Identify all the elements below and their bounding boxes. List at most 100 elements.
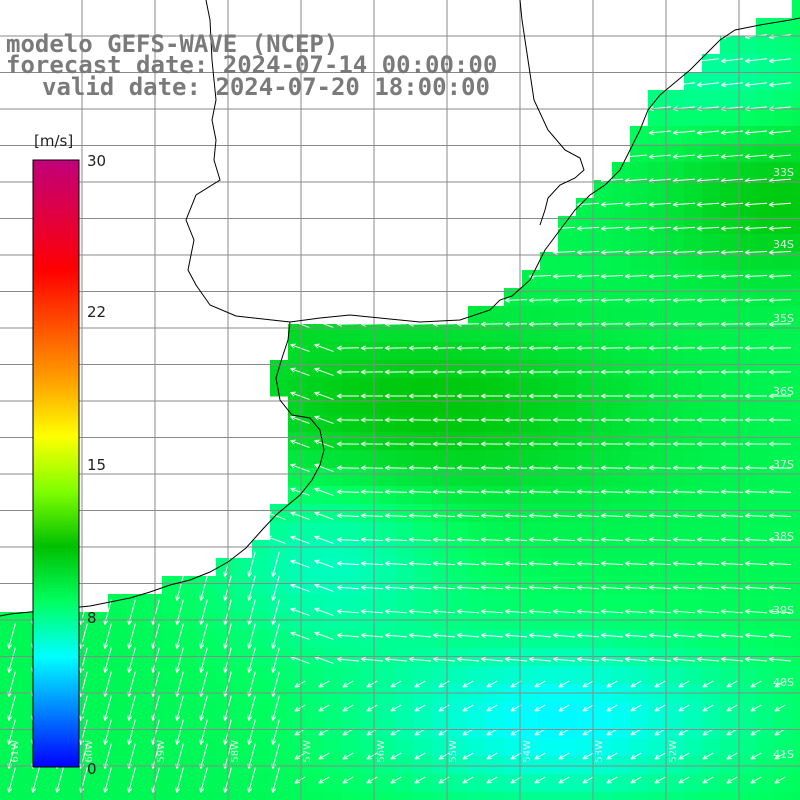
wind-speed-cell: [684, 450, 703, 469]
wind-speed-cell: [180, 702, 199, 721]
wind-speed-cell: [198, 594, 217, 613]
wind-arrow: [552, 321, 576, 327]
wind-speed-cell: [720, 504, 739, 523]
wind-speed-cell: [576, 756, 595, 775]
wind-speed-cell: [486, 540, 505, 559]
wind-arrow: [486, 704, 498, 712]
wind-arrow: [696, 632, 720, 639]
wind-arrow: [384, 417, 408, 423]
wind-speed-cell: [792, 648, 800, 667]
wind-arrow: [768, 82, 791, 88]
wind-speed-cell: [792, 576, 800, 595]
wind-speed-cell: [252, 540, 271, 559]
wind-speed-cell: [702, 612, 721, 631]
wind-speed-cell: [792, 216, 800, 235]
wind-arrow: [768, 608, 792, 615]
wind-arrow: [456, 537, 480, 543]
wind-speed-cell: [612, 216, 631, 235]
wind-speed-cell: [360, 378, 379, 397]
wind-arrow: [103, 767, 112, 793]
wind-arrow: [600, 489, 624, 495]
wind-speed-cell: [468, 792, 487, 800]
wind-arrow: [290, 583, 310, 592]
wind-arrow: [384, 489, 408, 495]
wind-speed-cell: [702, 774, 721, 793]
wind-arrow: [528, 632, 552, 639]
wind-arrow: [127, 695, 136, 721]
wind-arrow: [768, 201, 792, 208]
wind-arrow: [408, 465, 432, 471]
wind-speed-cell: [594, 360, 613, 379]
wind-speed-cell: [702, 234, 721, 253]
wind-speed-cell: [522, 486, 541, 505]
wind-speed-cell: [720, 108, 739, 127]
wind-speed-cell: [270, 360, 289, 379]
wind-speed-cell: [378, 540, 397, 559]
wind-arrow: [408, 489, 432, 495]
wind-arrow: [456, 585, 480, 591]
wind-speed-cell: [378, 468, 397, 487]
lon-label-61w: 61W: [10, 740, 21, 763]
wind-arrow: [314, 511, 334, 520]
wind-speed-cell: [324, 738, 343, 757]
wind-speed-cell: [774, 774, 793, 793]
wind-arrow: [648, 369, 672, 375]
wind-speed-cell: [468, 540, 487, 559]
wind-speed-cell: [576, 324, 595, 343]
wind-speed-cell: [792, 54, 800, 73]
wind-speed-cell: [522, 594, 541, 613]
wind-arrow: [528, 561, 552, 567]
wind-speed-cell: [252, 648, 271, 667]
wind-arrow: [528, 441, 552, 447]
wind-speed-cell: [774, 738, 793, 757]
wind-arrow: [480, 417, 504, 423]
wind-speed-cell: [666, 342, 685, 361]
wind-arrow: [360, 608, 384, 615]
wind-speed-cell: [594, 540, 613, 559]
wind-speed-cell: [504, 450, 523, 469]
wind-arrow: [314, 367, 334, 376]
wind-speed-cell: [522, 396, 541, 415]
wind-speed-cell: [216, 666, 235, 685]
wind-speed-cell: [612, 486, 631, 505]
wind-speed-cell: [306, 702, 325, 721]
wind-speed-cell: [360, 630, 379, 649]
wind-speed-cell: [504, 594, 523, 613]
lat-label-33s: 33S: [773, 166, 794, 179]
wind-speed-cell: [612, 450, 631, 469]
wind-speed-cell: [540, 576, 559, 595]
wind-arrow: [336, 561, 360, 567]
wind-speed-cell: [630, 648, 649, 667]
wind-arrow: [510, 752, 522, 760]
wind-speed-cell: [738, 108, 757, 127]
wind-arrow: [672, 249, 696, 255]
wind-arrow: [750, 704, 762, 712]
wind-speed-cell: [774, 792, 793, 800]
wind-arrow: [702, 680, 714, 688]
wind-arrow: [630, 752, 642, 760]
wind-speed-cell: [576, 288, 595, 307]
wind-speed-cell: [774, 414, 793, 433]
wind-speed-cell: [594, 738, 613, 757]
wind-arrow: [432, 465, 456, 471]
wind-speed-cell: [792, 792, 800, 800]
wind-arrow: [648, 656, 672, 662]
wind-speed-cell: [702, 162, 721, 181]
wind-speed-cell: [648, 594, 667, 613]
wind-speed-cell: [432, 342, 451, 361]
wind-arrow: [408, 345, 432, 351]
wind-arrow: [678, 752, 690, 760]
wind-speed-cell: [486, 450, 505, 469]
wind-speed-cell: [378, 414, 397, 433]
wind-arrow: [360, 369, 384, 375]
wind-arrow: [648, 513, 672, 519]
wind-arrow: [360, 585, 384, 591]
wind-arrow: [552, 561, 576, 567]
wind-speed-cell: [756, 18, 775, 37]
wind-speed-cell: [684, 756, 703, 775]
wind-arrow: [360, 441, 384, 447]
wind-speed-cell: [702, 792, 721, 800]
wind-speed-cell: [594, 198, 613, 217]
wind-arrow: [390, 752, 402, 760]
wind-arrow: [600, 249, 624, 255]
